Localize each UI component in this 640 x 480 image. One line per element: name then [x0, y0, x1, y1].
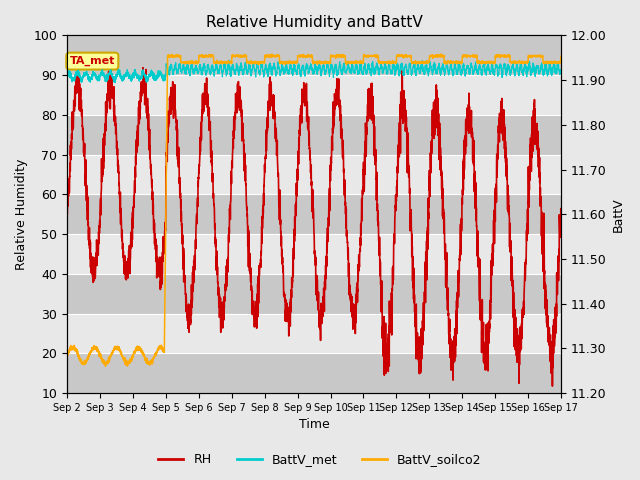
Bar — [67, 353, 561, 393]
Bar — [67, 155, 561, 194]
Bar — [67, 194, 561, 234]
Text: TA_met: TA_met — [70, 56, 115, 66]
Bar — [67, 115, 561, 155]
Bar — [67, 274, 561, 313]
X-axis label: Time: Time — [299, 419, 330, 432]
Bar — [67, 234, 561, 274]
Y-axis label: BattV: BattV — [612, 197, 625, 231]
Legend: RH, BattV_met, BattV_soilco2: RH, BattV_met, BattV_soilco2 — [154, 448, 486, 471]
Bar — [67, 36, 561, 75]
Y-axis label: Relative Humidity: Relative Humidity — [15, 158, 28, 270]
Title: Relative Humidity and BattV: Relative Humidity and BattV — [205, 15, 422, 30]
Bar — [67, 75, 561, 115]
Bar — [67, 313, 561, 353]
